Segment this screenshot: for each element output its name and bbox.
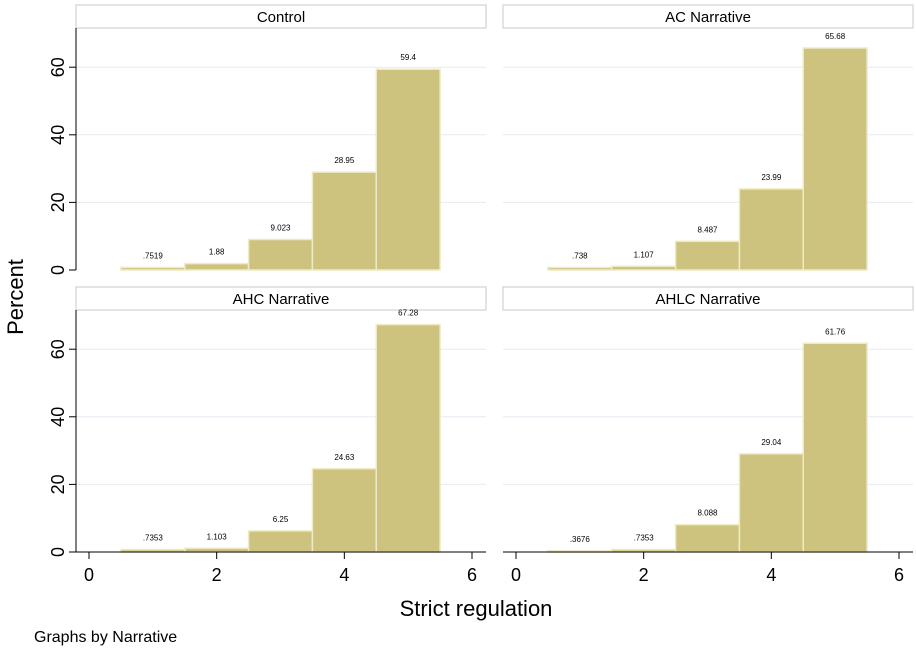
bar-value-label: 67.28 [398,309,419,318]
bar-value-label: 29.04 [761,438,782,447]
bar-value-label: 8.487 [697,225,718,234]
bar-value-label: 59.4 [400,53,416,62]
y-tick-label: 0 [48,547,68,557]
bar [674,240,741,271]
bar [738,453,805,553]
bar [611,265,677,271]
x-tick-label: 0 [84,565,94,585]
bar [674,523,741,553]
bar-value-label: 24.63 [334,453,355,462]
bar-value-label: 61.76 [825,327,846,336]
panel: AHLC Narrative .3676 .7353 8.088 29.04 61.76 0… [502,286,914,585]
x-tick-label: 6 [894,565,904,585]
y-tick-label: 60 [48,339,68,359]
bar [802,342,868,553]
x-axis-title: Strict regulation [400,596,553,621]
panel: Control .7519 1.88 9.023 28.95 59.4 0 20 40 60 [48,4,487,275]
bar-value-label: .3676 [570,535,591,544]
y-tick-label: 40 [48,125,68,145]
y-tick-label: 60 [48,57,68,77]
bar-value-label: 6.25 [273,515,289,524]
x-tick-label: 6 [467,565,477,585]
bar-value-label: 23.99 [761,173,782,182]
bar-value-label: 1.88 [209,248,225,257]
panel-title: AHC Narrative [233,291,330,308]
y-axis-title: Percent [3,259,28,335]
bar-value-label: 1.107 [634,250,655,259]
y-tick-label: 0 [48,265,68,275]
bar [311,468,377,553]
x-tick-label: 0 [511,565,521,585]
panel: AC Narrative .738 1.107 8.487 23.99 65.68 [502,4,914,271]
bar [184,262,250,271]
graphs-by-note: Graphs by Narrative [34,629,177,646]
panel-strip [75,286,487,311]
bar-value-label: .738 [572,252,588,261]
panel-strip [75,4,487,29]
bar [738,188,805,271]
bar [247,530,314,553]
bar [120,266,186,271]
bar [547,266,613,271]
bar-value-label: 65.68 [825,32,846,41]
bar [311,171,377,271]
panel-title: AC Narrative [665,9,751,26]
bar-value-label: .7353 [634,534,655,543]
bar [247,238,314,271]
bar [375,68,441,271]
bar [375,323,441,553]
x-tick-label: 4 [339,565,349,585]
bar-value-label: 1.103 [207,532,228,541]
y-tick-label: 40 [48,407,68,427]
panel-strip [502,4,914,29]
panel-title: AHLC Narrative [655,291,760,308]
panels-group: Control.7519 1.889.02328.9559.40204060AC … [48,4,914,585]
bar-value-label: .7519 [143,251,164,260]
bar-value-label: 28.95 [334,156,355,165]
panel-title: Control [257,9,305,26]
panel-strip [502,286,914,311]
x-tick-label: 2 [639,565,649,585]
y-tick-label: 20 [48,192,68,212]
panel: AHC Narrative.7353 1.1036.2524.6367.28020… [48,286,487,585]
bar-value-label: 9.023 [270,224,291,233]
bar [184,547,250,553]
x-tick-label: 2 [212,565,222,585]
y-tick-label: 20 [48,474,68,494]
bar [802,47,868,271]
x-tick-label: 4 [766,565,776,585]
bar-value-label: .7353 [143,534,164,543]
bar-value-label: 8.088 [697,509,718,518]
